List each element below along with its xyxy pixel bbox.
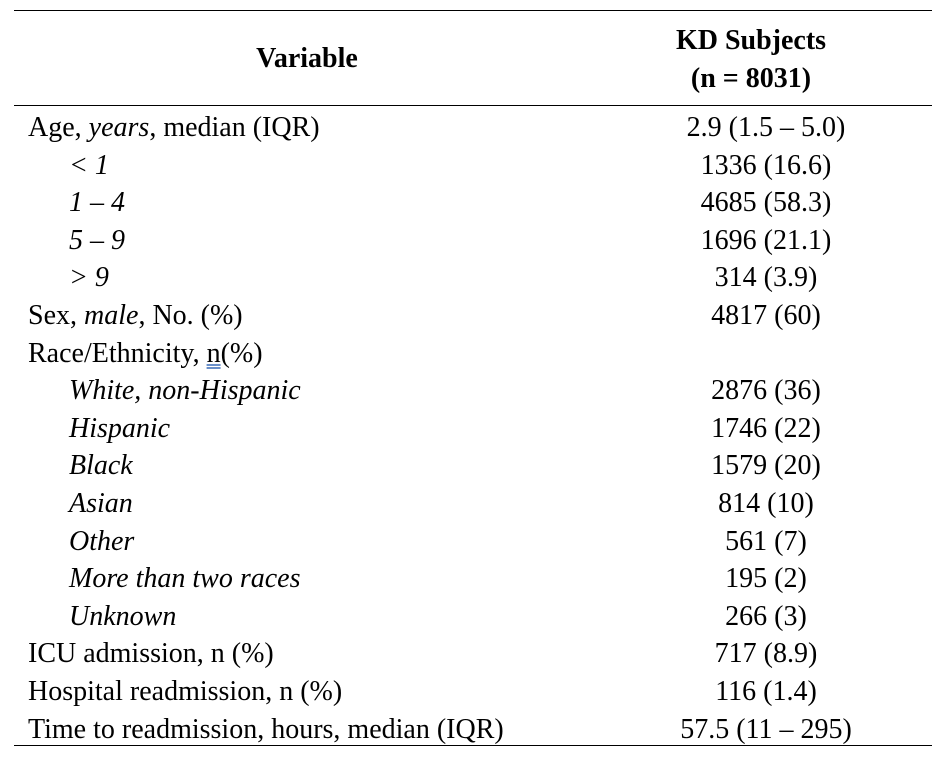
row-label: Hispanic	[69, 412, 171, 444]
row-label: Other	[69, 525, 135, 557]
row-value: 195 (2)	[725, 563, 807, 595]
row-value: 4685 (58.3)	[700, 187, 832, 219]
table-row: Other 561 (7)	[14, 523, 932, 561]
table-header-rule	[14, 105, 932, 106]
row-value: 1696 (21.1)	[700, 224, 832, 256]
table-top-rule	[14, 10, 932, 11]
table-row: 1 – 4 4685 (58.3)	[14, 184, 932, 222]
table-header: Variable KD Subjects (n = 8031)	[14, 10, 932, 105]
header-kd-subjects: KD Subjects (n = 8031)	[600, 22, 902, 98]
row-value: 57.5 (11 – 295)	[680, 713, 852, 745]
row-label: Time to readmission, hours, median (IQR)	[28, 713, 504, 745]
row-label: ICU admission, n (%)	[28, 638, 274, 670]
row-label: Race/Ethnicity, n(%)	[28, 337, 263, 369]
table-row: Race/Ethnicity, n(%)	[14, 335, 932, 373]
table-row: Sex, male, No. (%) 4817 (60)	[14, 297, 932, 335]
table-row: More than two races 195 (2)	[14, 560, 932, 598]
row-label: White, non-Hispanic	[69, 375, 301, 407]
row-value: 1746 (22)	[711, 412, 821, 444]
row-value: 314 (3.9)	[714, 262, 818, 294]
table-row: White, non-Hispanic 2876 (36)	[14, 372, 932, 410]
row-label: Asian	[69, 487, 133, 519]
header-kd-count: (n = 8031)	[690, 63, 812, 94]
table-row: Asian 814 (10)	[14, 485, 932, 523]
table-row: > 9 314 (3.9)	[14, 259, 932, 297]
row-value: 266 (3)	[725, 600, 807, 632]
table-row: Black 1579 (20)	[14, 447, 932, 485]
row-value: 561 (7)	[725, 525, 807, 557]
table-row: Age, years, median (IQR) 2.9 (1.5 – 5.0)	[14, 109, 932, 147]
row-label: > 9	[69, 262, 109, 294]
header-kd-title: KD Subjects	[675, 25, 827, 56]
row-value: 116 (1.4)	[715, 675, 817, 707]
table-row: Unknown 266 (3)	[14, 598, 932, 636]
row-label: < 1	[69, 149, 109, 181]
row-label: Black	[69, 450, 133, 482]
row-label: Hospital readmission, n (%)	[28, 675, 343, 707]
header-variable: Variable	[256, 43, 358, 74]
row-value: 717 (8.9)	[714, 638, 818, 670]
table-row: ICU admission, n (%) 717 (8.9)	[14, 635, 932, 673]
row-value: 1579 (20)	[711, 450, 821, 482]
row-value: 4817 (60)	[711, 299, 821, 331]
table-row: Time to readmission, hours, median (IQR)…	[14, 711, 932, 749]
row-label: Age, years, median (IQR)	[28, 112, 320, 143]
row-value: 2876 (36)	[711, 375, 821, 407]
row-label: 5 – 9	[69, 224, 125, 256]
row-label: Unknown	[69, 600, 177, 632]
row-value: 814 (10)	[718, 487, 814, 519]
table-body: Age, years, median (IQR) 2.9 (1.5 – 5.0)…	[14, 109, 932, 748]
row-label: 1 – 4	[69, 187, 125, 219]
row-label: More than two races	[69, 563, 301, 595]
table-row: 5 – 9 1696 (21.1)	[14, 222, 932, 260]
table-row: Hospital readmission, n (%) 116 (1.4)	[14, 673, 932, 711]
row-label: Sex, male, No. (%)	[28, 299, 243, 331]
row-value: 2.9 (1.5 – 5.0)	[686, 112, 846, 143]
table-row: Hispanic 1746 (22)	[14, 410, 932, 448]
row-value: 1336 (16.6)	[700, 149, 832, 181]
table-row: < 1 1336 (16.6)	[14, 147, 932, 185]
table-bottom-rule	[14, 745, 932, 746]
